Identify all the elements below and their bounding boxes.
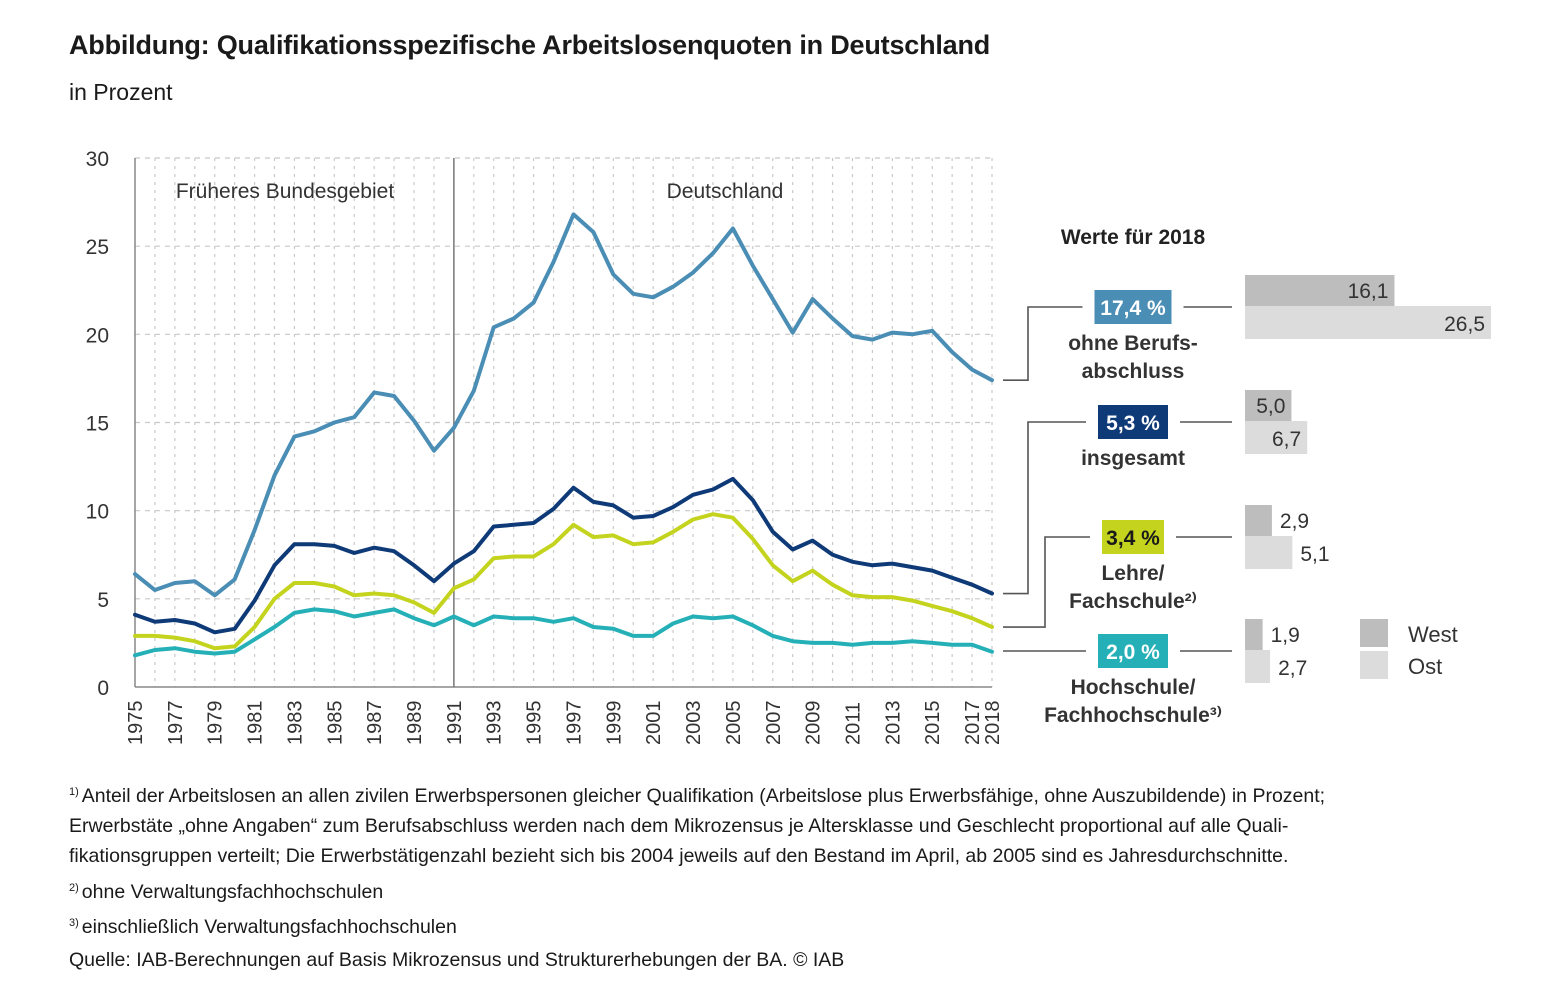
value-badge <box>1098 405 1168 439</box>
footnote-mark: 2) <box>69 882 79 894</box>
source-note: Quelle: IAB-Berechnungen auf Basis Mikro… <box>69 949 845 971</box>
y-tick-label: 30 <box>86 148 109 171</box>
bar-ost <box>1245 650 1271 683</box>
y-tick-label: 15 <box>86 413 109 436</box>
bar-west-label: 16,1 <box>1348 280 1389 303</box>
bar-west <box>1245 619 1263 650</box>
x-tick-label: 1995 <box>524 701 546 746</box>
group-label: Hochschule/ <box>1071 676 1196 699</box>
x-tick-label: 1985 <box>324 701 346 746</box>
y-tick-label: 20 <box>86 324 109 347</box>
chart-subtitle: in Prozent <box>69 79 173 105</box>
connector-line <box>1003 421 1086 595</box>
series-line-insgesamt <box>133 476 994 635</box>
x-tick-label: 1981 <box>245 701 267 746</box>
legend-swatch-west <box>1360 619 1388 647</box>
footnote-1: 1) Anteil der Arbeitslosen an allen zivil… <box>69 777 1325 871</box>
series-line-lehre-fachschule <box>133 512 994 651</box>
x-tick-label: 2005 <box>723 701 745 746</box>
bar-ost-label: 6,7 <box>1272 428 1301 451</box>
region-label: Deutschland <box>667 180 784 203</box>
grid <box>135 157 993 687</box>
bar-west <box>1245 505 1272 536</box>
x-tick-label: 2011 <box>842 702 864 745</box>
footnote-2-text: ohne Verwaltungsfachhochschulen <box>81 881 384 903</box>
footnote-2: 2) ohne Verwaltungsfachhochschulen <box>69 873 383 907</box>
x-tick-label: 2018 <box>982 701 1004 746</box>
legend-swatch-ost <box>1360 651 1388 679</box>
y-axis-ticks: 0 5 10 15 20 25 30 <box>86 148 109 700</box>
x-tick-label: 1993 <box>484 701 506 746</box>
group-label: ohne Berufs- <box>1068 332 1198 355</box>
x-tick-label: 2007 <box>763 701 785 746</box>
connector-line <box>1003 536 1090 628</box>
bar-west-label: 2,9 <box>1280 510 1309 533</box>
y-tick-label: 5 <box>97 589 109 612</box>
footnote-mark: 3) <box>69 917 79 929</box>
panel-title: Werte für 2018 <box>1061 226 1206 249</box>
x-tick-label: 2015 <box>922 701 944 746</box>
y-tick-label: 25 <box>86 236 109 259</box>
bar-ost <box>1245 306 1491 339</box>
y-tick-label: 0 <box>97 677 109 700</box>
x-tick-label: 1999 <box>603 701 625 746</box>
footnote-3-text: einschließlich Verwaltungsfachhochschule… <box>81 916 457 938</box>
footnote-1-line-3: fikationsgruppen verteilt; Die Erwerbstä… <box>69 845 1289 867</box>
x-tick-label: 1975 <box>125 701 147 746</box>
chart-title: Abbildung: Qualifikationsspezifische Arb… <box>69 30 991 60</box>
x-tick-label: 1989 <box>404 701 426 746</box>
x-tick-label: 1987 <box>364 701 386 746</box>
connector-line <box>1003 306 1083 381</box>
footnote-1-line-1: Anteil der Arbeitslosen an allen zivilen… <box>81 785 1326 807</box>
group-label: Fachhochschule³⁾ <box>1044 704 1222 727</box>
x-tick-label: 2003 <box>683 701 705 746</box>
x-tick-label: 1979 <box>205 701 227 746</box>
value-badge <box>1102 520 1164 554</box>
legend-label-west: West <box>1408 622 1458 647</box>
x-tick-label: 1997 <box>563 701 585 746</box>
region-labels: Früheres Bundesgebiet Deutschland <box>176 180 784 203</box>
footnote-mark: 1) <box>69 786 79 798</box>
group-label: insgesamt <box>1081 447 1185 470</box>
bar-ost-label: 26,5 <box>1444 313 1485 336</box>
group-label: Lehre/ <box>1101 562 1164 585</box>
bar-ost <box>1245 421 1308 454</box>
bar-west <box>1245 275 1395 306</box>
series-line-hochschule-fachhochschule <box>133 607 994 658</box>
x-tick-label: 1983 <box>284 701 306 746</box>
group-label: Fachschule²⁾ <box>1069 590 1197 613</box>
footnote-1-line-2: Erwerbstäte „ohne Angaben“ zum Berufsabs… <box>69 815 1289 837</box>
bar-ost-label: 2,7 <box>1278 657 1307 680</box>
value-badge-text: 17,4 % <box>1100 297 1166 320</box>
bar-ost <box>1245 536 1293 569</box>
x-tick-label: 1991 <box>444 701 466 746</box>
bar-west <box>1245 390 1292 421</box>
x-tick-label: 2017 <box>962 701 984 746</box>
bar-west-label: 5,0 <box>1256 395 1285 418</box>
bar-west-label: 1,9 <box>1271 624 1300 647</box>
bar-ost-label: 5,1 <box>1300 543 1329 566</box>
series-line-ohne-berufsabschluss <box>133 212 994 598</box>
x-tick-label: 2001 <box>643 701 665 746</box>
value-badge <box>1098 634 1168 668</box>
axes <box>134 158 992 688</box>
region-label: Früheres Bundesgebiet <box>176 180 394 203</box>
group-label: abschluss <box>1082 360 1185 383</box>
values-2018-panel: Werte für 2018 17,4 % ohne Berufs-abschlus… <box>1003 226 1491 727</box>
value-badge-text: 5,3 % <box>1106 412 1160 435</box>
y-tick-label: 10 <box>86 501 109 524</box>
footnote-3: 3) einschließlich Verwaltungsfachhochschu… <box>69 908 457 942</box>
value-badge <box>1094 290 1172 324</box>
value-badge-text: 2,0 % <box>1106 641 1160 664</box>
legend-label-ost: Ost <box>1408 654 1442 679</box>
x-tick-label: 2009 <box>803 701 825 746</box>
x-tick-label: 1977 <box>165 701 187 746</box>
series-lines <box>133 212 994 658</box>
x-tick-label: 2013 <box>882 701 904 746</box>
x-axis-ticks: 1975 1977 1979 1981 1983 1985 1987 1989 1991 1993… <box>125 701 1004 746</box>
value-badge-text: 3,4 % <box>1106 527 1160 550</box>
